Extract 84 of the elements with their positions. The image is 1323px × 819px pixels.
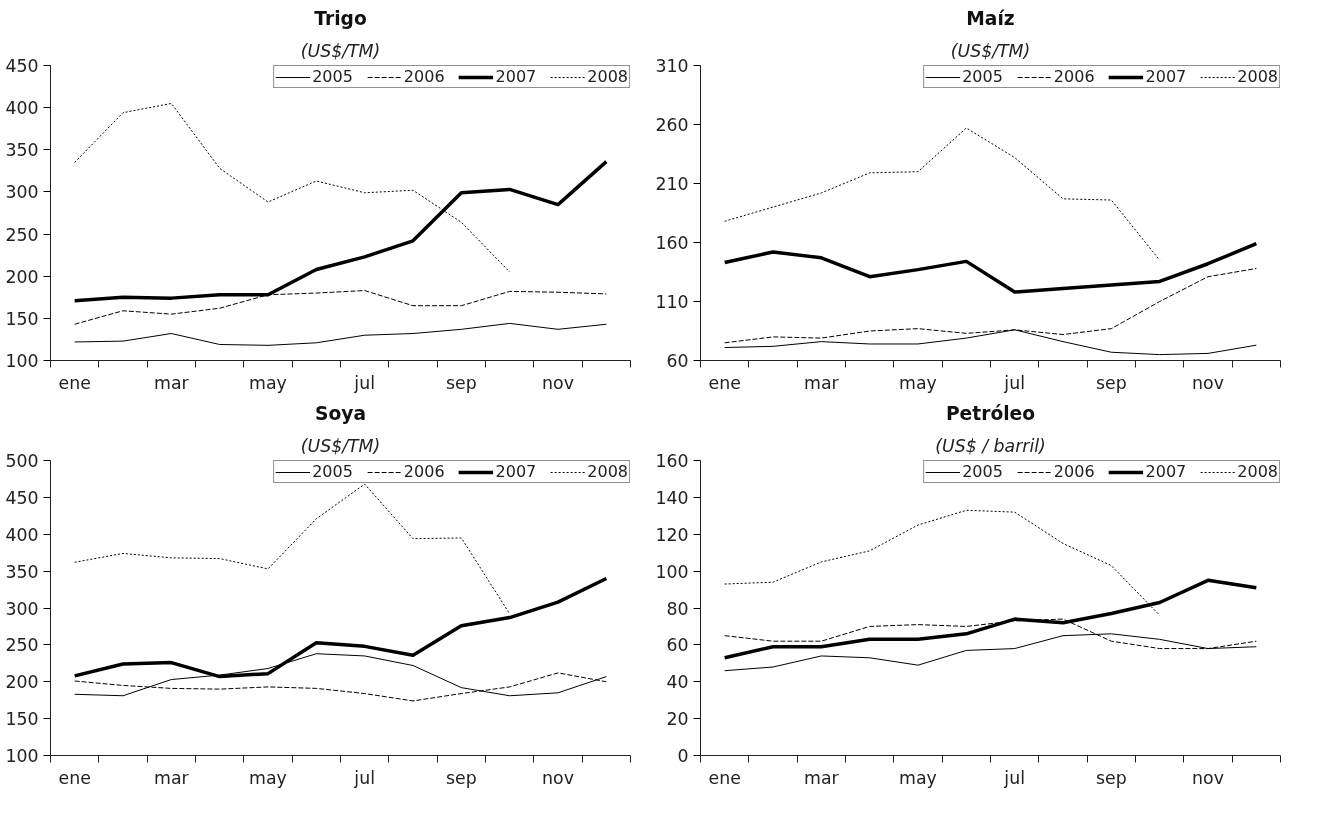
x-tick-label: mar (804, 767, 840, 788)
y-tick-label: 100 (655, 561, 689, 582)
y-tick-label: 500 (5, 451, 39, 471)
legend-label: 2005 (312, 462, 353, 481)
y-tick-label: 200 (5, 672, 39, 693)
chart-title: Petróleo (945, 402, 1036, 424)
legend-label: 2008 (1237, 462, 1278, 481)
y-tick-label: 200 (5, 266, 39, 287)
legend-label: 2005 (312, 67, 353, 86)
x-tick-label: mar (804, 372, 840, 393)
y-tick-label: 120 (655, 524, 689, 545)
line-series (724, 127, 1161, 261)
x-tick-label: ene (58, 372, 91, 393)
y-tick-label: 60 (666, 635, 689, 656)
chart-subtitle: (US$/TM) (300, 40, 381, 61)
legend-label: 2007 (495, 462, 537, 481)
chart-title: Soya (315, 402, 367, 424)
legend-label: 2005 (962, 462, 1003, 481)
x-tick-label: may (899, 372, 937, 393)
y-tick-label: 400 (5, 524, 39, 545)
legend-label: 2007 (495, 67, 537, 86)
legend-label: 2007 (1145, 67, 1187, 86)
legend-label: 2007 (1145, 462, 1187, 481)
y-tick-label: 350 (5, 140, 39, 161)
legend-label: 2008 (587, 67, 628, 86)
x-tick-label: nov (1192, 767, 1224, 788)
x-tick-label: ene (58, 767, 91, 788)
y-tick-label: 60 (666, 351, 689, 371)
x-tick-label: jul (353, 767, 375, 788)
x-tick-label: jul (353, 372, 375, 393)
legend-label: 2005 (962, 67, 1003, 86)
x-tick-label: may (899, 767, 937, 788)
y-tick-label: 300 (5, 182, 39, 203)
x-tick-label: sep (445, 372, 477, 393)
y-tick-label: 250 (5, 224, 39, 245)
y-tick-label: 160 (655, 451, 689, 471)
line-series (74, 483, 511, 615)
x-tick-label: sep (1095, 372, 1127, 393)
x-tick-label: ene (708, 767, 741, 788)
x-tick-label: nov (1192, 372, 1224, 393)
y-tick-label: 40 (666, 672, 689, 693)
x-tick-label: may (249, 767, 287, 788)
y-tick-label: 150 (5, 709, 39, 730)
x-tick-label: jul (1003, 372, 1025, 393)
x-tick-label: may (249, 372, 287, 393)
y-tick-label: 350 (5, 561, 39, 582)
y-tick-label: 250 (5, 635, 39, 656)
x-tick-label: mar (154, 767, 190, 788)
x-tick-label: nov (542, 372, 574, 393)
x-tick-label: sep (445, 767, 477, 788)
y-tick-label: 0 (677, 746, 689, 766)
chart-title: Maíz (966, 7, 1015, 29)
y-tick-label: 210 (655, 174, 689, 194)
y-tick-label: 300 (5, 598, 39, 619)
y-tick-label: 150 (5, 308, 39, 329)
chart-title: Trigo (314, 7, 367, 29)
y-tick-label: 20 (666, 709, 689, 730)
legend-label: 2006 (1053, 462, 1095, 481)
y-tick-label: 400 (5, 98, 39, 119)
y-tick-label: 100 (5, 746, 39, 766)
y-tick-label: 110 (655, 292, 689, 312)
y-tick-label: 160 (655, 233, 689, 253)
x-tick-label: sep (1095, 767, 1127, 788)
y-tick-label: 310 (655, 56, 689, 76)
line-series (722, 241, 1259, 294)
y-tick-label: 260 (655, 115, 689, 135)
y-tick-label: 450 (5, 487, 39, 508)
y-tick-label: 100 (5, 351, 39, 371)
x-tick-label: jul (1003, 767, 1025, 788)
legend-label: 2008 (1237, 67, 1278, 86)
y-tick-label: 140 (655, 487, 689, 508)
y-tick-label: 80 (666, 598, 689, 619)
legend-label: 2006 (403, 462, 445, 481)
x-tick-label: mar (154, 372, 190, 393)
x-tick-label: nov (542, 767, 574, 788)
legend-label: 2008 (587, 462, 628, 481)
chart-subtitle: (US$/TM) (950, 40, 1031, 61)
y-tick-label: 450 (5, 56, 39, 76)
legend-label: 2006 (403, 67, 445, 86)
line-series (74, 322, 607, 346)
chart-subtitle: (US$/TM) (300, 435, 381, 456)
x-tick-label: ene (708, 372, 741, 393)
legend-label: 2006 (1053, 67, 1095, 86)
chart-subtitle: (US$ / barril) (935, 435, 1046, 456)
